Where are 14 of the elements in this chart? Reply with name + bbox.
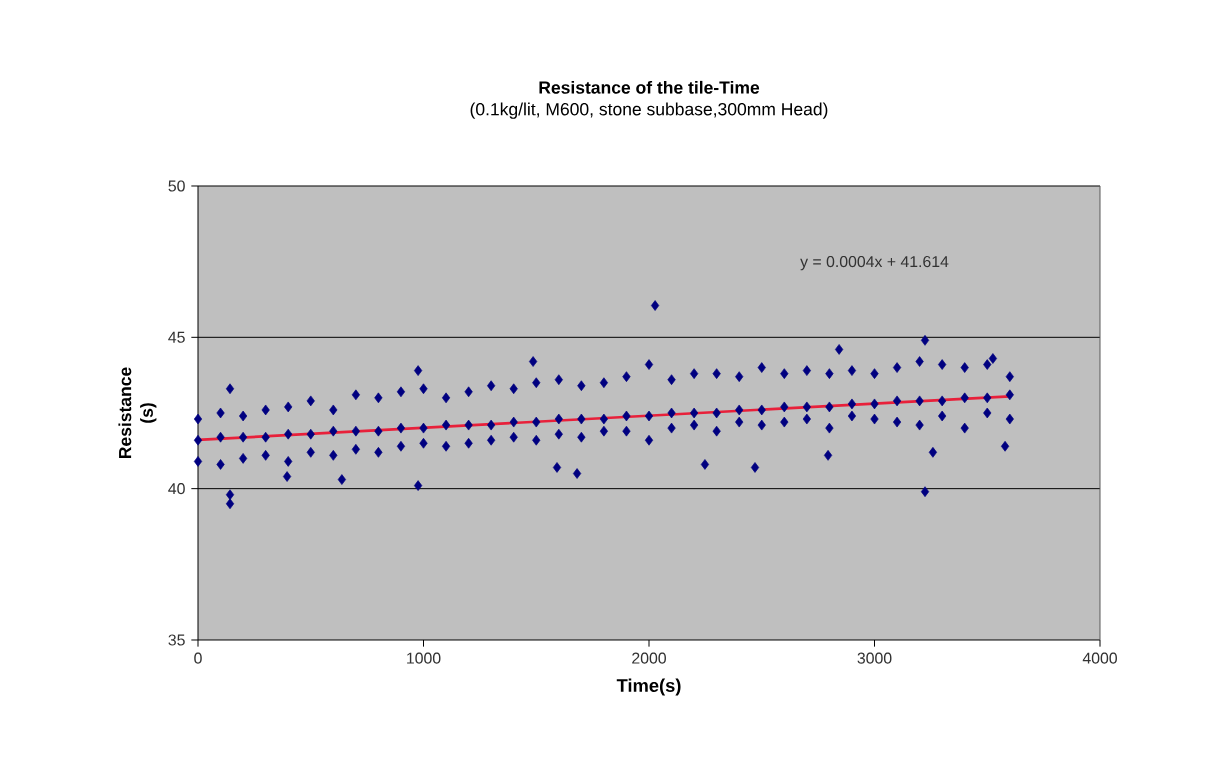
x-tick-label: 3000	[857, 652, 892, 664]
y-tick-label: 35	[168, 634, 185, 646]
y-tick-label: 50	[168, 180, 185, 192]
y-tick-label: 40	[168, 483, 185, 495]
x-tick-label: 2000	[632, 652, 666, 664]
annotation: y = 0.0004x + 41.614	[800, 255, 949, 271]
y-tick-label: 45	[168, 331, 185, 343]
chart-title: Resistance of the tile-Time	[539, 80, 760, 94]
x-axis-title: Time(s)	[616, 678, 681, 696]
x-tick-label: 0	[194, 652, 202, 664]
y-axis-title: Resistance (s)	[118, 367, 157, 459]
x-tick-label: 1000	[407, 652, 441, 664]
chart-subtitle: (0.1kg/lit, M600, stone subbase,300mm Head)	[470, 102, 828, 119]
x-tick-label: 4000	[1082, 652, 1117, 664]
